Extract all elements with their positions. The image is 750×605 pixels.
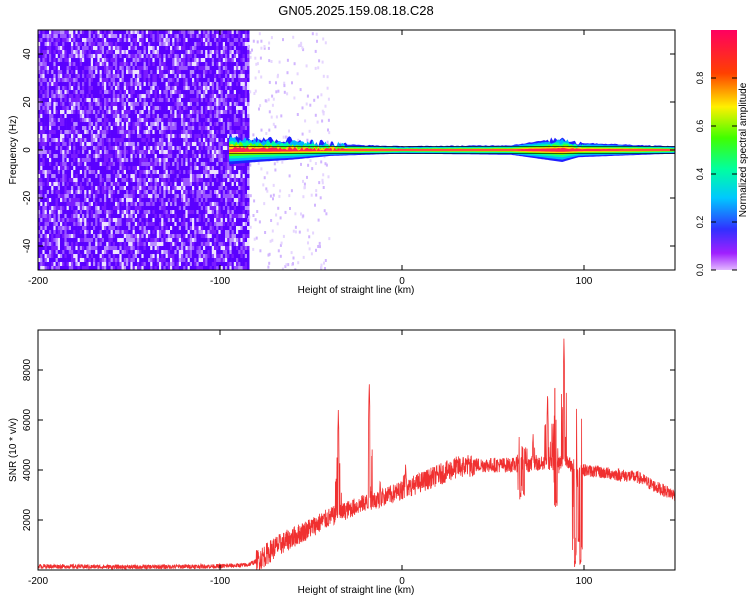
chart-title: GN05.2025.159.08.18.C28 — [278, 3, 433, 18]
colorbar: 0.0 0.2 0.4 0.6 0.8 Normalized spectral ampl… — [695, 30, 749, 276]
colorbar-tick-label: 0.2 — [695, 216, 705, 229]
snr-series-line — [38, 339, 675, 570]
y-tick-label: 8000 — [22, 358, 33, 381]
y-tick-label: -20 — [22, 190, 33, 205]
y-tick-label: 40 — [22, 48, 33, 60]
y-tick-label: -40 — [22, 238, 33, 253]
y-tick-label: 6000 — [22, 408, 33, 431]
spectrogram-x-label: Height of straight line (km) — [298, 285, 415, 296]
colorbar-tick-label: 0.4 — [695, 168, 705, 181]
x-tick-label: 100 — [576, 576, 593, 587]
x-tick-label: -100 — [210, 576, 230, 587]
colorbar-tick-label: 0.6 — [695, 120, 705, 133]
x-tick-label: -200 — [28, 276, 48, 287]
snr-y-label: SNR (10 * v/v) — [8, 418, 19, 482]
signal-band — [229, 134, 675, 164]
colorbar-gradient — [711, 30, 737, 270]
snr-x-label: Height of straight line (km) — [298, 585, 415, 596]
y-tick-label: 4000 — [22, 458, 33, 481]
spectrogram-y-label: Frequency (Hz) — [8, 116, 19, 185]
y-tick-label: 2000 — [22, 508, 33, 531]
x-tick-label: -200 — [28, 576, 48, 587]
colorbar-label: Normalized spectral amplitude — [738, 82, 749, 217]
x-tick-label: -100 — [210, 276, 230, 287]
x-tick-label: 100 — [576, 276, 593, 287]
colorbar-tick-label: 0.0 — [695, 264, 705, 277]
colorbar-tick-label: 0.8 — [695, 72, 705, 85]
y-tick-label: 0 — [22, 147, 33, 153]
y-tick-label: 20 — [22, 96, 33, 108]
